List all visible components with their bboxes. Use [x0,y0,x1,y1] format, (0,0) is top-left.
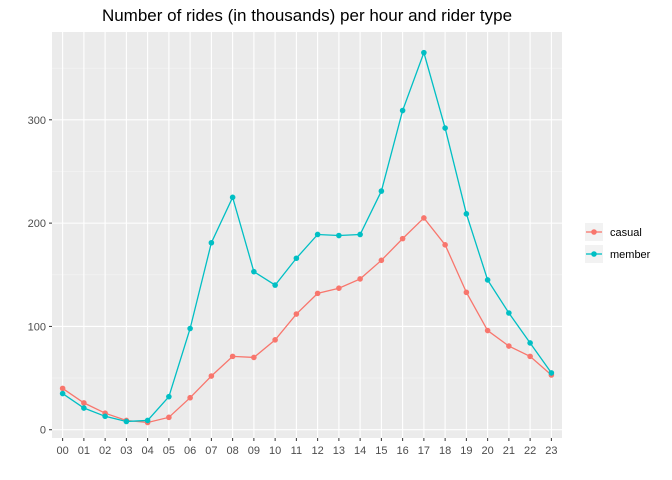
data-point-casual [81,400,87,406]
legend: casual member [584,216,654,270]
y-axis: 0 100 200 300 [28,115,52,437]
x-tick-label: 11 [291,445,302,457]
legend-key-point-member [591,251,597,257]
data-point-casual [357,276,363,282]
data-point-member [421,49,427,56]
data-point-member [272,282,278,288]
y-tick-label: 100 [28,321,46,333]
y-tick-label: 300 [28,115,46,127]
data-point-casual [421,215,427,221]
x-tick-label: 14 [354,445,366,457]
series-line-casual [62,216,552,424]
data-point-member [166,393,172,400]
data-point-casual [166,414,172,421]
data-point-member [81,405,87,411]
data-point-casual [187,394,193,401]
grid-lines [52,32,562,438]
data-point-casual [506,343,512,349]
data-point-casual [59,385,66,392]
data-point-casual [484,327,491,334]
legend-label-casual: casual [610,227,642,239]
x-tick-label: 19 [460,445,472,457]
data-point-member [399,107,406,114]
x-tick-label: 04 [142,445,154,457]
x-tick-label: 22 [524,445,536,457]
data-point-member [484,277,491,283]
data-point-member [102,413,108,420]
data-point-member [144,417,151,424]
data-point-casual [463,289,470,296]
data-point-member [251,268,257,275]
x-tick-label: 20 [482,445,494,457]
x-tick-label: 10 [269,445,281,457]
x-tick-label: 02 [99,445,111,457]
x-tick-label: 17 [418,445,430,457]
data-point-member [293,255,300,262]
data-point-casual [293,311,300,317]
data-point-member [442,125,448,131]
x-tick-label: 15 [375,445,387,457]
y-tick-label: 0 [40,425,46,437]
data-point-casual [399,235,406,242]
data-point-member [123,418,130,425]
data-point-casual [527,353,533,360]
legend-key-point-casual [591,229,597,235]
data-point-member [314,231,321,238]
series-line-member [62,50,552,423]
data-point-member [59,390,66,397]
series-layer [59,49,555,426]
data-point-member [378,188,385,194]
x-tick-label: 18 [439,445,451,457]
x-tick-label: 12 [312,445,324,457]
data-point-casual [229,353,236,360]
x-tick-label: 08 [227,445,239,457]
data-point-casual [336,285,342,292]
chart-title: Number of rides (in thousands) per hour … [102,6,512,25]
x-tick-label: 00 [57,445,69,457]
x-tick-label: 21 [503,445,515,457]
x-tick-label: 03 [120,445,132,457]
data-point-member [357,231,363,238]
data-point-casual [442,242,448,248]
data-point-casual [378,257,385,264]
x-tick-label: 13 [333,445,345,457]
data-point-member [463,211,470,217]
data-point-member [336,232,342,239]
x-tick-label: 05 [163,445,175,457]
legend-label-member: member [610,249,651,261]
x-tick-label: 16 [397,445,409,457]
data-point-member [187,325,193,332]
data-point-casual [272,337,278,343]
y-tick-label: 200 [28,218,46,230]
data-point-casual [251,354,257,361]
x-tick-label: 23 [545,445,557,457]
x-axis: 00 01 02 03 04 05 06 07 08 09 10 11 12 13 14 15 16 17 18 19… [57,438,558,457]
data-point-member [506,310,512,316]
x-tick-label: 07 [205,445,217,457]
data-point-member [229,194,236,201]
data-point-casual [208,373,215,379]
x-tick-label: 09 [248,445,260,457]
data-point-member [527,340,533,346]
plot-panel [52,32,562,438]
data-point-member [548,370,555,376]
x-tick-label: 06 [184,445,196,457]
x-tick-label: 01 [78,445,90,457]
data-point-casual [314,290,321,297]
data-point-member [208,239,215,246]
